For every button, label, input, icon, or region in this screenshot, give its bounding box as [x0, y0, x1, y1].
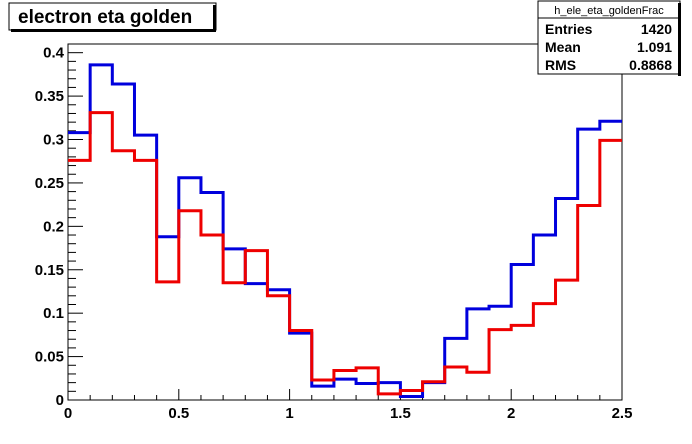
x-tick-label: 0.5 — [168, 405, 189, 422]
y-tick-label: 0 — [56, 392, 64, 409]
y-tick-label: 0.3 — [43, 132, 64, 149]
stats-rms-value: 0.8868 — [629, 57, 672, 73]
x-tick-label: 1.5 — [390, 405, 411, 422]
axis-ticks — [67, 43, 623, 401]
chart-title: electron eta golden — [18, 7, 192, 28]
stats-entries-value: 1420 — [641, 21, 672, 37]
y-tick-label: 0.15 — [35, 262, 64, 279]
stats-mean-value: 1.091 — [637, 39, 672, 55]
y-tick-label: 0.05 — [35, 349, 64, 366]
x-tick-label: 1 — [285, 405, 293, 422]
histogram-series-1 — [68, 63, 622, 399]
stats-rms-label: RMS — [545, 57, 576, 73]
y-tick-label: 0.2 — [43, 218, 64, 235]
chart-title-box: electron eta golden — [8, 2, 217, 32]
tick-labels: 0 0.5 1 1.5 2 2.5 0 0.05 0.1 0.15 0.2 0.25 0.3 0.35 0.… — [35, 45, 633, 422]
series-layer — [68, 63, 622, 399]
x-tick-label: 2.5 — [612, 405, 633, 422]
y-tick-label: 0.4 — [43, 45, 65, 62]
x-tick-label: 2 — [507, 405, 515, 422]
y-tick-label: 0.25 — [35, 175, 64, 192]
histogram-series-2 — [68, 111, 622, 396]
plot-frame — [67, 43, 623, 401]
stats-box-title: h_ele_eta_goldenFrac — [554, 5, 664, 17]
y-tick-label: 0.35 — [35, 88, 64, 105]
y-tick-label: 0.1 — [43, 305, 64, 322]
stats-entries-label: Entries — [545, 21, 593, 37]
stats-box: h_ele_eta_goldenFrac Entries 1420 Mean 1… — [537, 0, 681, 76]
stats-mean-label: Mean — [545, 39, 581, 55]
x-tick-label: 0 — [64, 405, 72, 422]
